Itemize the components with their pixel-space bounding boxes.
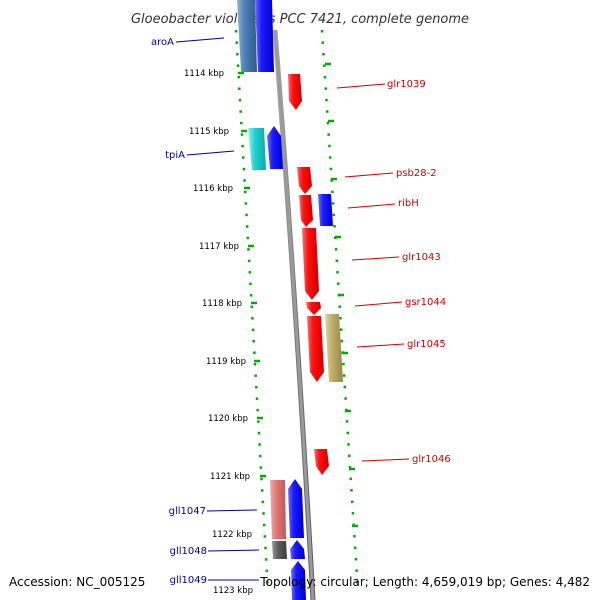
gene-arrow-glr1045-alt[interactable] bbox=[325, 314, 343, 382]
gene-arrow-reverse[interactable] bbox=[318, 194, 333, 226]
gene-label-gll1049[interactable]: gll1049 bbox=[170, 575, 207, 586]
gene-arrow-psb28-2[interactable] bbox=[297, 167, 312, 194]
kbp-label: 1115 kbp bbox=[189, 127, 229, 137]
gene-arrow-reverse[interactable] bbox=[288, 479, 304, 538]
gene-arrow-gll1049[interactable] bbox=[291, 561, 306, 600]
gene-arrow-reverse[interactable] bbox=[267, 126, 283, 169]
kbp-label: 1123 kbp bbox=[213, 586, 253, 596]
gene-arrow-glr1045[interactable] bbox=[307, 316, 324, 382]
kbp-label: 1116 kbp bbox=[193, 184, 233, 194]
gene-arrow-gll1047[interactable] bbox=[270, 480, 286, 539]
gene-label-psb28-2[interactable]: psb28-2 bbox=[396, 168, 437, 179]
gene-arrow-reverse[interactable] bbox=[290, 540, 305, 559]
gene-label-tpiA[interactable]: tpiA bbox=[165, 150, 185, 161]
gene-label-gll1048[interactable]: gll1048 bbox=[170, 546, 207, 557]
gene-label-gll1047[interactable]: gll1047 bbox=[169, 506, 206, 517]
gene-arrow-glr1043[interactable] bbox=[302, 228, 319, 300]
left-major-ticks bbox=[238, 71, 266, 478]
forward-strand-genes bbox=[288, 74, 343, 475]
kbp-label: 1118 kbp bbox=[202, 299, 242, 309]
topology-text: Topology: circular; Length: 4,659,019 bp… bbox=[259, 575, 590, 589]
map-title: Gloeobacter violaceus PCC 7421, complete… bbox=[131, 12, 469, 27]
gene-label-glr1046[interactable]: glr1046 bbox=[412, 454, 451, 465]
gene-label-aroA[interactable]: aroA bbox=[151, 37, 174, 48]
gene-label-ribH[interactable]: ribH bbox=[398, 198, 419, 209]
gene-label-gsr1044[interactable]: gsr1044 bbox=[405, 297, 446, 308]
kbp-labels: 1114 kbp 1115 kbp 1116 kbp 1117 kbp 1118… bbox=[184, 69, 253, 596]
gene-label-glr1045[interactable]: glr1045 bbox=[407, 339, 446, 350]
kbp-label: 1117 kbp bbox=[199, 242, 239, 252]
right-gene-labels: glr1039 psb28-2 ribH glr1043 gsr1044 glr… bbox=[336, 79, 451, 465]
right-major-ticks bbox=[325, 62, 358, 528]
gene-arrow-aroA[interactable] bbox=[237, 0, 257, 72]
kbp-label: 1120 kbp bbox=[208, 414, 248, 424]
accession-text: Accession: NC_005125 bbox=[9, 575, 145, 589]
left-tick-track bbox=[234, 29, 270, 593]
kbp-label: 1121 kbp bbox=[210, 472, 250, 482]
gene-arrow-reverse[interactable] bbox=[255, 0, 274, 72]
gene-arrow-gll1048[interactable] bbox=[272, 541, 287, 559]
gene-label-glr1043[interactable]: glr1043 bbox=[402, 252, 441, 263]
kbp-label: 1119 kbp bbox=[206, 357, 246, 367]
kbp-label: 1122 kbp bbox=[212, 530, 252, 540]
gene-arrow-gsr1044[interactable] bbox=[306, 302, 321, 315]
gene-arrow-glr1046[interactable] bbox=[314, 449, 329, 475]
right-tick-track bbox=[320, 29, 360, 593]
gene-label-glr1039[interactable]: glr1039 bbox=[387, 79, 426, 90]
gene-arrow-tpiA[interactable] bbox=[248, 128, 266, 170]
gene-arrow-ribH[interactable] bbox=[299, 195, 313, 227]
left-gene-labels: aroA tpiA gll1047 gll1048 gll1049 bbox=[151, 37, 260, 586]
reverse-strand-genes bbox=[237, 0, 306, 600]
gene-arrow-glr1039[interactable] bbox=[288, 74, 302, 110]
kbp-label: 1114 kbp bbox=[184, 69, 224, 79]
